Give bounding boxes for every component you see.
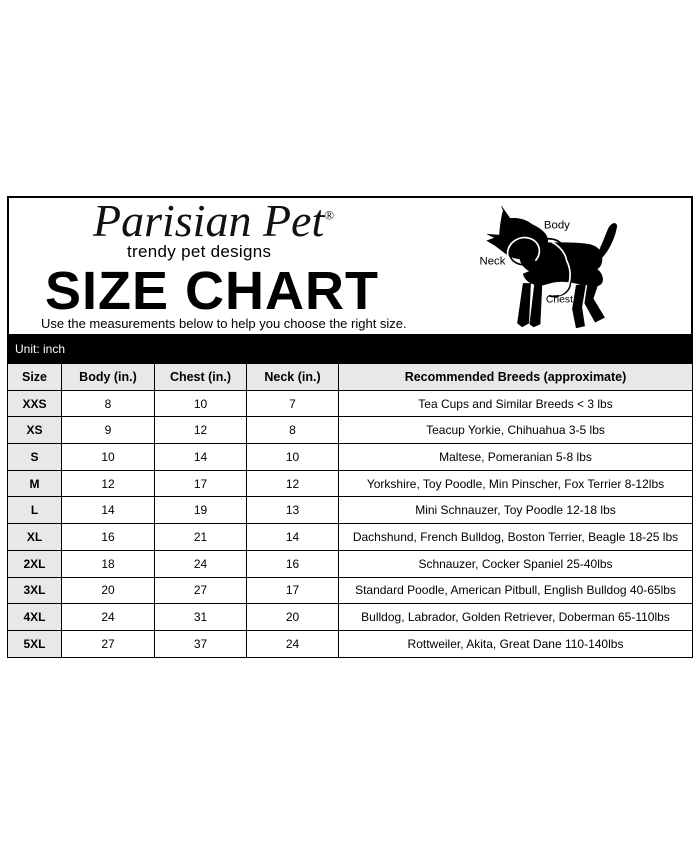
svg-text:Chest: Chest [546,294,573,305]
svg-text:Neck: Neck [479,255,505,267]
svg-text:Body: Body [544,219,570,231]
